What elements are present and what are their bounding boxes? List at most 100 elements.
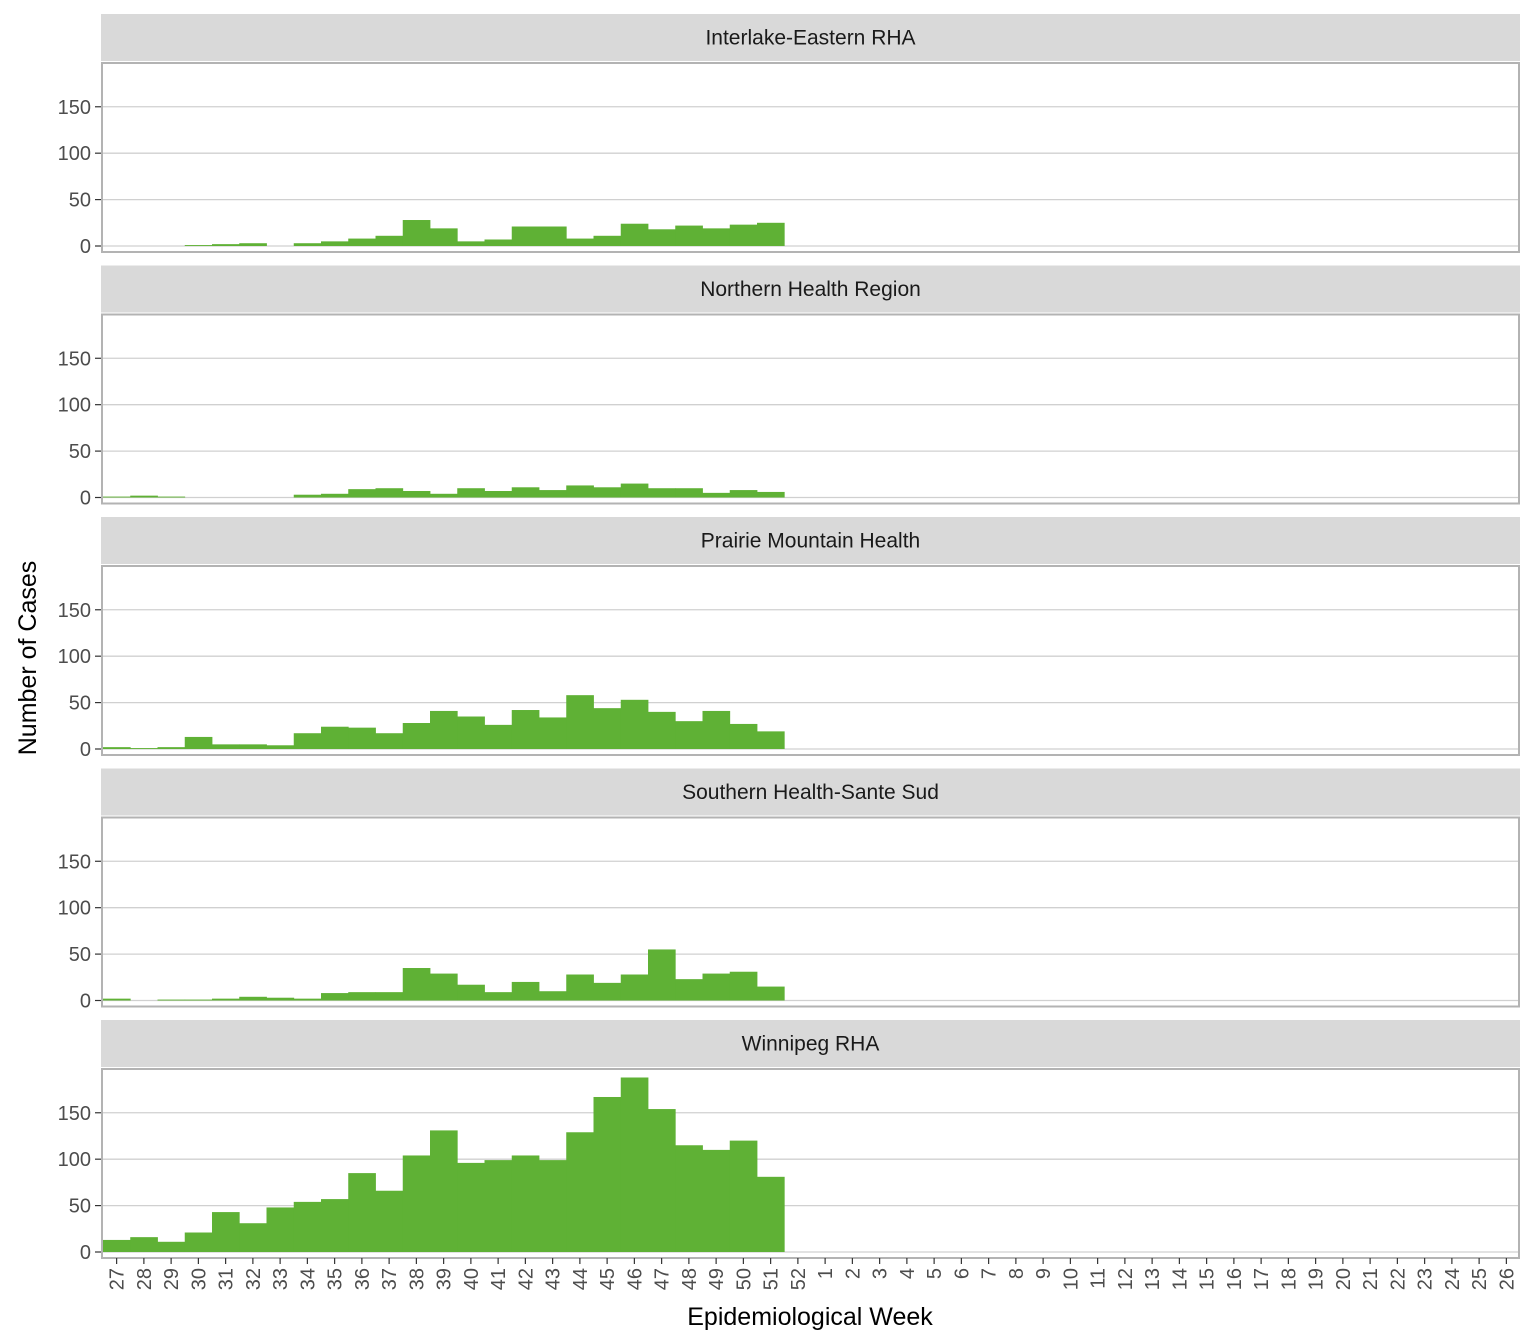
bar: [729, 971, 758, 1001]
bar: [321, 241, 349, 246]
bar: [702, 1149, 731, 1252]
bar: [103, 1239, 131, 1252]
panel-border: [101, 816, 1520, 1008]
bar: [484, 239, 513, 246]
bar: [402, 491, 431, 498]
x-tick-label: 51: [761, 1268, 783, 1290]
bar: [620, 699, 649, 749]
x-tick-label: 15: [1197, 1268, 1219, 1290]
x-tick-label: 12: [1115, 1268, 1137, 1290]
x-tick-label: 23: [1415, 1268, 1437, 1290]
bar: [402, 220, 431, 246]
bar: [293, 243, 322, 246]
bar: [293, 733, 322, 749]
x-tick-label: 49: [706, 1268, 728, 1290]
bar: [375, 488, 404, 498]
x-tick-label: 40: [461, 1268, 483, 1290]
bar: [511, 981, 540, 1001]
x-tick-label: 11: [1088, 1268, 1110, 1289]
bar: [593, 708, 622, 749]
panel-title: Southern Health-Sante Sud: [682, 781, 939, 804]
bar: [130, 495, 158, 498]
bar: [430, 973, 458, 1001]
bar: [348, 238, 376, 246]
bar: [757, 731, 785, 749]
panel-border: [101, 1068, 1520, 1259]
x-tick-label: 20: [1333, 1268, 1355, 1290]
x-tick-label: 48: [679, 1268, 701, 1290]
y-tick-label: 0: [80, 739, 91, 761]
bar: [566, 238, 594, 246]
bar: [321, 993, 349, 1001]
panel-title: Winnipeg RHA: [742, 1033, 880, 1056]
bar: [375, 1190, 404, 1252]
bar: [402, 1155, 431, 1252]
bar: [130, 1237, 158, 1252]
y-tick-label: 150: [58, 1103, 91, 1125]
x-axis: 27 28 29 30 31 32 33 34 35 36 37 38 39 40 41 42 43 44 45 46…: [107, 1258, 1518, 1290]
bar: [212, 998, 240, 1001]
panel: Prairie Mountain Health 0 50 100 150: [58, 517, 1520, 761]
bar: [566, 485, 594, 498]
bar: [702, 973, 731, 1001]
x-tick-label: 21: [1360, 1268, 1382, 1290]
y-tick-label: 0: [80, 1242, 91, 1264]
y-tick-label: 50: [69, 693, 91, 715]
x-tick-label: 13: [1142, 1268, 1164, 1290]
x-tick-label: 41: [488, 1268, 510, 1290]
x-tick-label: 6: [951, 1268, 973, 1279]
x-tick-label: 16: [1224, 1268, 1246, 1290]
y-tick-label: 0: [80, 488, 91, 510]
panel-strip: [101, 14, 1520, 61]
x-tick-label: 52: [788, 1268, 810, 1290]
bar: [566, 1132, 594, 1252]
x-tick-label: 33: [270, 1268, 292, 1290]
bar: [348, 727, 376, 749]
bar: [511, 710, 540, 749]
x-tick-label: 7: [979, 1268, 1001, 1279]
x-tick-label: 24: [1442, 1268, 1464, 1290]
bar: [321, 493, 349, 498]
bar: [729, 490, 758, 498]
y-tick-label: 100: [58, 395, 91, 417]
panel: Interlake-Eastern RHA 0 50 100 150: [58, 14, 1520, 258]
x-tick-label: 3: [870, 1268, 892, 1279]
panel: Northern Health Region 0 50 100 150: [58, 265, 1520, 510]
bar: [157, 747, 186, 749]
bar: [402, 723, 431, 749]
x-tick-label: 46: [624, 1268, 646, 1290]
bar: [511, 1155, 540, 1252]
bar: [484, 491, 513, 498]
bar: [184, 999, 213, 1001]
bar: [293, 1201, 322, 1252]
y-tick-label: 100: [58, 143, 91, 165]
bar: [566, 974, 594, 1001]
bar: [266, 745, 295, 749]
bar: [702, 710, 731, 749]
x-tick-label: 27: [107, 1268, 129, 1290]
bar: [566, 695, 594, 749]
bar: [620, 483, 649, 498]
y-tick-label: 0: [80, 236, 91, 258]
y-tick-label: 50: [69, 441, 91, 463]
bar: [239, 243, 267, 246]
x-tick-label: 19: [1306, 1268, 1328, 1290]
x-tick-label: 8: [1006, 1268, 1028, 1279]
bar: [593, 235, 622, 246]
y-tick-label: 50: [69, 944, 91, 966]
panel-title: Northern Health Region: [700, 278, 921, 301]
bar: [484, 1160, 513, 1252]
bar: [729, 224, 758, 246]
y-tick-label: 50: [69, 190, 91, 212]
x-tick-label: 14: [1169, 1268, 1191, 1290]
bar: [184, 736, 213, 749]
bar: [239, 744, 267, 749]
bar: [348, 992, 376, 1001]
y-tick-label: 0: [80, 991, 91, 1013]
bar: [675, 721, 703, 749]
bar: [430, 1130, 458, 1252]
panel-strip: [101, 768, 1520, 816]
bar: [648, 229, 676, 246]
bar: [321, 1199, 349, 1252]
x-tick-label: 5: [924, 1268, 946, 1279]
